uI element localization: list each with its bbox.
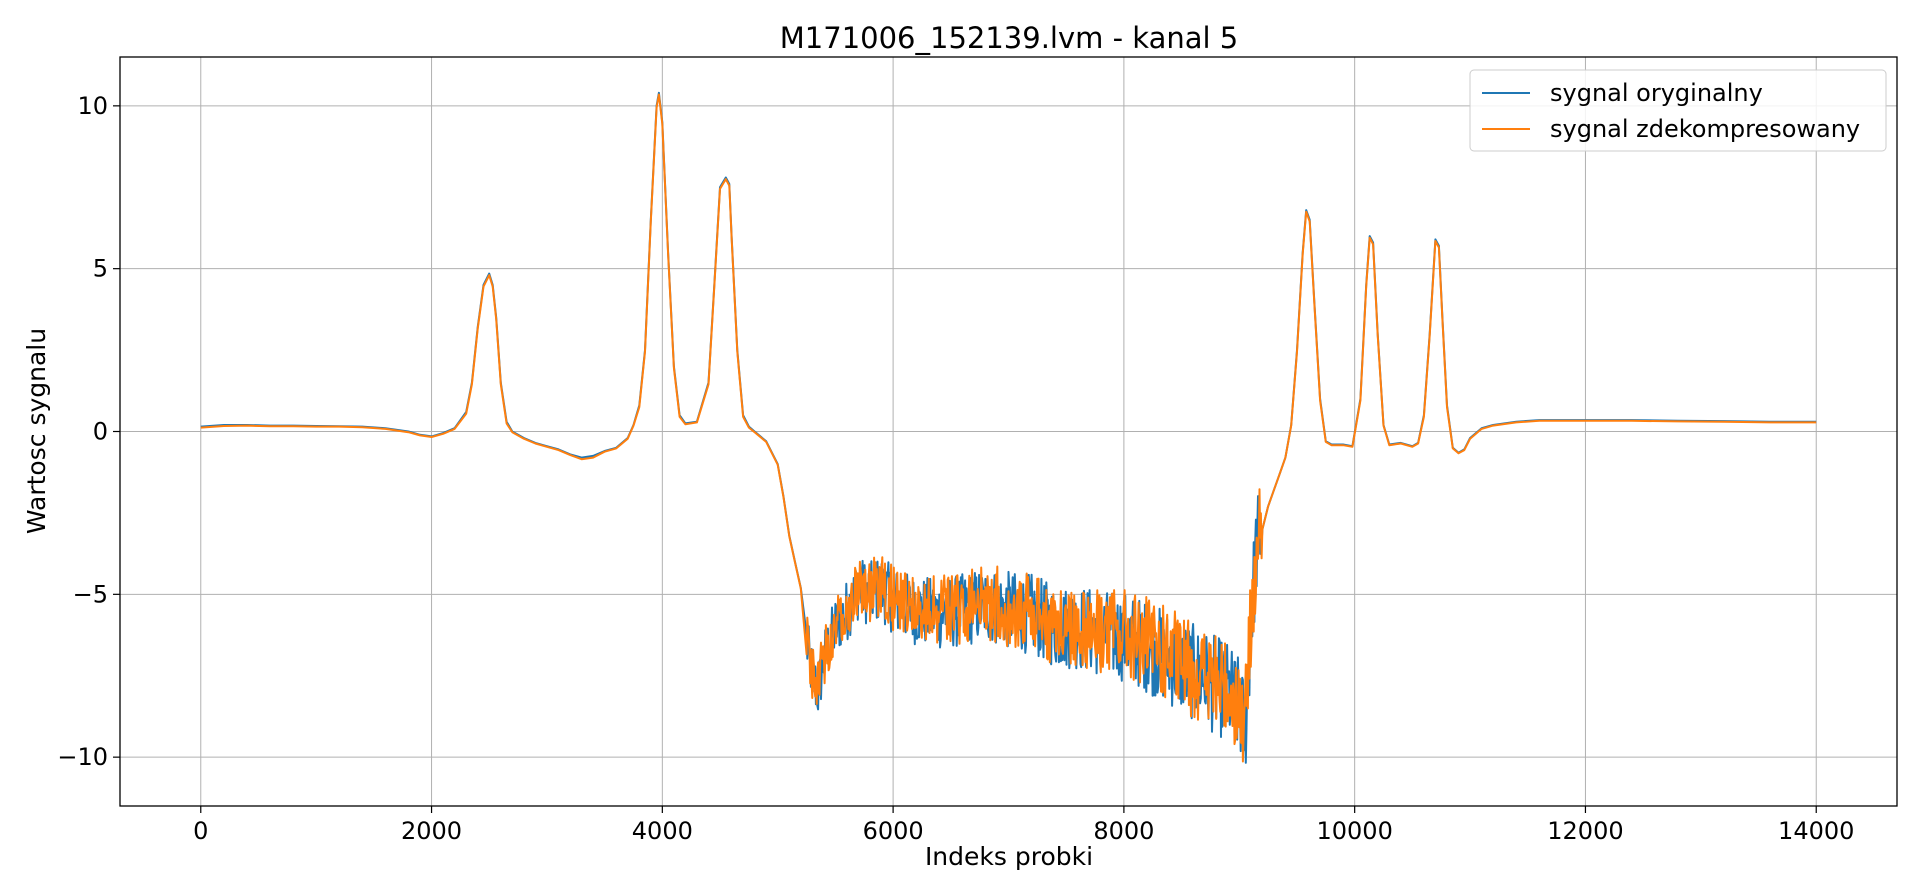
y-axis-ticks: −10 −5 0 5 10 [57,92,120,771]
x-tick-label: 2000 [401,817,462,845]
legend-label-2: sygnal zdekompresowany [1550,115,1860,143]
x-tick-label: 12000 [1547,817,1623,845]
x-tick-label: 0 [193,817,208,845]
legend-label-1: sygnal oryginalny [1550,79,1763,107]
x-tick-label: 4000 [632,817,693,845]
x-tick-label: 8000 [1093,817,1154,845]
x-tick-label: 6000 [863,817,924,845]
legend-box [1469,69,1887,152]
chart-title: M171006_152139.lvm - kanal 5 [780,21,1238,55]
x-axis-ticks: 0 2000 4000 6000 8000 10000 12000 14000 [193,806,1854,845]
series-line-1 [200,91,1817,764]
x-tick-label: 14000 [1778,817,1854,845]
y-tick-label: 10 [77,92,108,120]
y-tick-label: −5 [73,580,108,608]
y-tick-label: 0 [93,418,108,446]
series-line-2 [200,93,1817,763]
y-tick-label: 5 [93,255,108,283]
x-tick-label: 10000 [1316,817,1392,845]
y-tick-label: −10 [57,743,108,771]
grid [120,57,1897,806]
y-axis-title: Wartosc sygnalu [22,328,51,534]
series-lines [200,91,1817,764]
legend: sygnal oryginalny sygnal zdekompresowany [1469,69,1887,152]
x-axis-title: Indeks probki [925,842,1093,871]
